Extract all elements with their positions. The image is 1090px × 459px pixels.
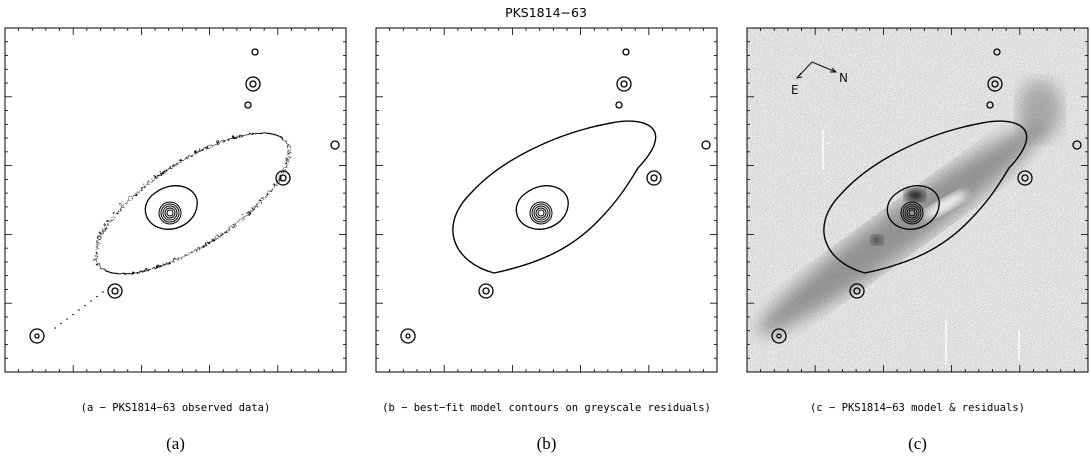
noise-dot [54, 327, 56, 329]
source-contour [35, 334, 39, 338]
noise-dot [102, 291, 104, 293]
outer-contour [73, 107, 307, 299]
panel-caption: (c − PKS1814−63 model & residuals) [810, 402, 1025, 414]
noise-dot [60, 323, 62, 325]
source-contour [616, 102, 622, 108]
panel-frame [376, 28, 717, 372]
panel [376, 28, 717, 372]
noise-dot [84, 305, 86, 307]
inner-contour [145, 186, 197, 230]
source-contour [651, 175, 657, 181]
source-contour [483, 288, 489, 294]
panel [5, 28, 346, 372]
source-contour [617, 77, 631, 91]
source-contour [246, 77, 260, 91]
figure: PKS1814−63 E N (a − PKS1814−63 observed … [0, 0, 1090, 459]
core-contour [532, 204, 550, 222]
source-contour [250, 81, 256, 87]
panel-label: (a) [166, 434, 185, 453]
panel-caption: (b − best−fit model contours on greyscal… [382, 402, 711, 414]
inner-contour [516, 186, 568, 230]
source-contour [112, 288, 118, 294]
source-contour [479, 284, 493, 298]
compass-north: N [839, 71, 848, 85]
core-contour [530, 202, 552, 224]
source-contour [647, 171, 661, 185]
source-contour [331, 141, 339, 149]
noise-dot [78, 309, 80, 311]
source-contour [401, 329, 415, 343]
panel-label: (b) [537, 434, 557, 453]
noise-dot [72, 314, 74, 316]
panel-caption: (a − PKS1814−63 observed data) [81, 402, 271, 414]
figure-title: PKS1814−63 [505, 5, 587, 20]
source-contour [702, 141, 710, 149]
source-contour [406, 334, 410, 338]
compass-east: E [791, 83, 799, 97]
panel-label: (c) [908, 434, 927, 453]
noise-dot [96, 296, 98, 298]
source-contour [245, 102, 251, 108]
core-contour [167, 210, 173, 216]
source-contour [623, 49, 629, 55]
residual-image [745, 28, 1088, 372]
core-contour [161, 204, 179, 222]
core-contour [538, 210, 544, 216]
source-contour [252, 49, 258, 55]
core-contour [159, 202, 181, 224]
source-contour [280, 175, 286, 181]
panel-frame [5, 28, 346, 372]
outer-contour [453, 121, 656, 273]
source-contour [30, 329, 44, 343]
source-contour [621, 81, 627, 87]
source-contour [276, 171, 290, 185]
source-contour [108, 284, 122, 298]
noise-dot [90, 300, 92, 302]
noise-dot [66, 318, 68, 320]
